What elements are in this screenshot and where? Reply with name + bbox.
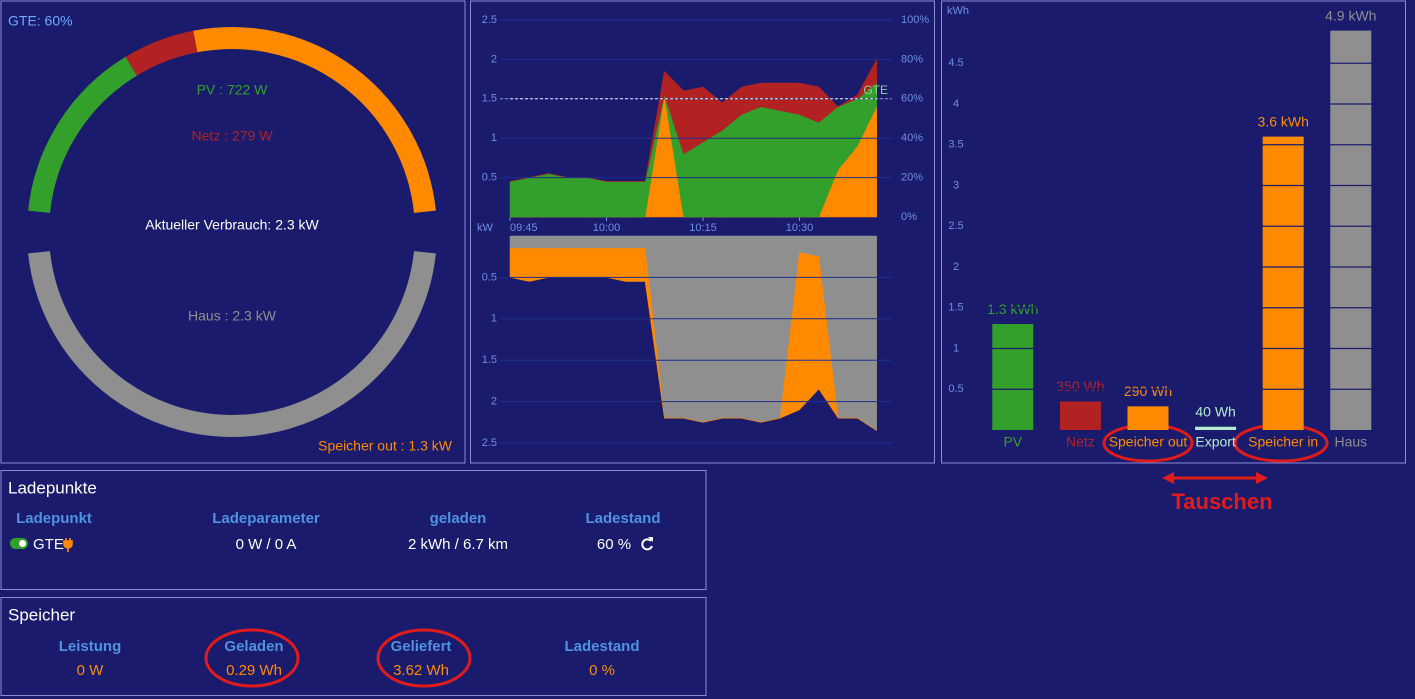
section-title: Ladepunkte	[8, 478, 97, 497]
energy-panel	[941, 0, 1406, 464]
x-tick-label: Speicher in	[1248, 434, 1318, 450]
x-tick-label: Netz	[1066, 434, 1095, 450]
bar	[1127, 406, 1169, 430]
bar	[1195, 426, 1237, 430]
donut-label: Netz : 279 W	[192, 128, 274, 144]
y-tick-label: 2	[953, 261, 959, 273]
x-tick-label: PV	[1003, 434, 1022, 450]
column-header: Geladen	[224, 638, 283, 655]
ladepunkte-panel	[0, 470, 707, 590]
donut-panel	[0, 0, 466, 464]
area	[509, 248, 877, 431]
y-tick-label: 2.5	[482, 14, 497, 26]
section-title: Speicher	[8, 605, 75, 624]
column-header: Ladestand	[585, 510, 660, 527]
value-label: 3.6 kWh	[1258, 113, 1309, 129]
donut-label: Haus : 2.3 kW	[188, 308, 277, 324]
speicher-panel	[0, 597, 707, 696]
plug-icon	[63, 538, 73, 552]
cell: 0.29 Wh	[226, 662, 282, 679]
column-header: Geliefert	[391, 638, 452, 655]
cell: GTE	[33, 536, 64, 553]
y-tick-label: 1.5	[948, 302, 963, 314]
y2-tick-label: 60%	[901, 93, 923, 105]
swap-arrow	[1162, 472, 1268, 484]
note: GTE: 60%	[8, 13, 73, 29]
column-header: Leistung	[59, 638, 122, 655]
y2-tick-label: 80%	[901, 53, 923, 65]
y-tick-label: 1.5	[482, 93, 497, 105]
y2-tick-label: 0%	[901, 211, 917, 223]
bar	[1262, 136, 1304, 430]
y-tick-label: 1	[491, 313, 497, 325]
cell: 60 %	[597, 536, 631, 553]
bar	[1059, 401, 1101, 430]
chart-title: Aktueller Verbrauch: 2.3 kW	[145, 217, 319, 233]
value-label: 4.9 kWh	[1325, 7, 1376, 23]
value-label: 1.3 kWh	[987, 301, 1038, 317]
value-label: 350 Wh	[1056, 378, 1104, 394]
column-header: geladen	[430, 510, 487, 527]
x-tick-label: 10:00	[593, 222, 621, 234]
annotation: Tauschen	[1171, 489, 1272, 514]
y-tick-label: 0.5	[482, 271, 497, 283]
area	[509, 59, 877, 182]
x-tick-label: Speicher out	[1109, 434, 1188, 450]
y-tick-label: 1.5	[482, 354, 497, 366]
x-tick-label: 10:15	[689, 222, 717, 234]
x-tick-label: Export	[1195, 434, 1236, 450]
value-label: 40 Wh	[1195, 403, 1235, 419]
refresh-icon[interactable]	[641, 537, 653, 551]
x-tick-label: Haus	[1334, 434, 1367, 450]
y-tick-label: 2.5	[482, 437, 497, 449]
y-tick-label: 4	[953, 98, 959, 110]
bar	[992, 324, 1034, 430]
y2-tick-label: 40%	[901, 132, 923, 144]
column-header: Ladestand	[564, 638, 639, 655]
y-tick-label: 4.5	[948, 57, 963, 69]
y-tick-label: 3	[953, 179, 959, 191]
toggle[interactable]	[10, 538, 28, 549]
highlight-ellipse	[204, 628, 300, 688]
y-tick-label: 1	[953, 342, 959, 354]
axis-label: kWh	[947, 5, 969, 17]
y-tick-label: 2.5	[948, 220, 963, 232]
y2-tick-label: 100%	[901, 14, 929, 26]
cell: 0 W	[77, 662, 105, 679]
highlight-ellipse	[376, 628, 472, 688]
value-label: 290 Wh	[1124, 383, 1172, 399]
cell: 0 %	[589, 662, 615, 679]
y-tick-label: 2	[491, 396, 497, 408]
y-tick-label: 1	[491, 132, 497, 144]
y-tick-label: 0.5	[482, 172, 497, 184]
x-tick-label: 09:45	[510, 222, 538, 234]
y-tick-label: 3.5	[948, 139, 963, 151]
x-tick-label: 10:30	[786, 222, 814, 234]
axis-label: kW	[477, 222, 494, 234]
column-header: Ladepunkt	[16, 510, 92, 527]
power-panel	[470, 0, 935, 464]
donut-segment	[125, 30, 198, 76]
series-label: GTE	[863, 83, 888, 97]
y2-tick-label: 20%	[901, 172, 923, 184]
donut-label: Speicher out : 1.3 kW	[318, 438, 453, 454]
y-tick-label: 2	[491, 53, 497, 65]
cell: 0 W / 0 A	[236, 536, 297, 553]
cell: 2 kWh / 6.7 km	[408, 536, 508, 553]
donut-segment	[28, 251, 436, 437]
y-tick-label: 0.5	[948, 383, 963, 395]
donut-segment	[28, 56, 138, 214]
donut-segment	[193, 27, 436, 213]
column-header: Ladeparameter	[212, 510, 320, 527]
bar	[1330, 30, 1372, 431]
donut-label: PV : 722 W	[197, 82, 269, 98]
cell: 3.62 Wh	[393, 662, 449, 679]
